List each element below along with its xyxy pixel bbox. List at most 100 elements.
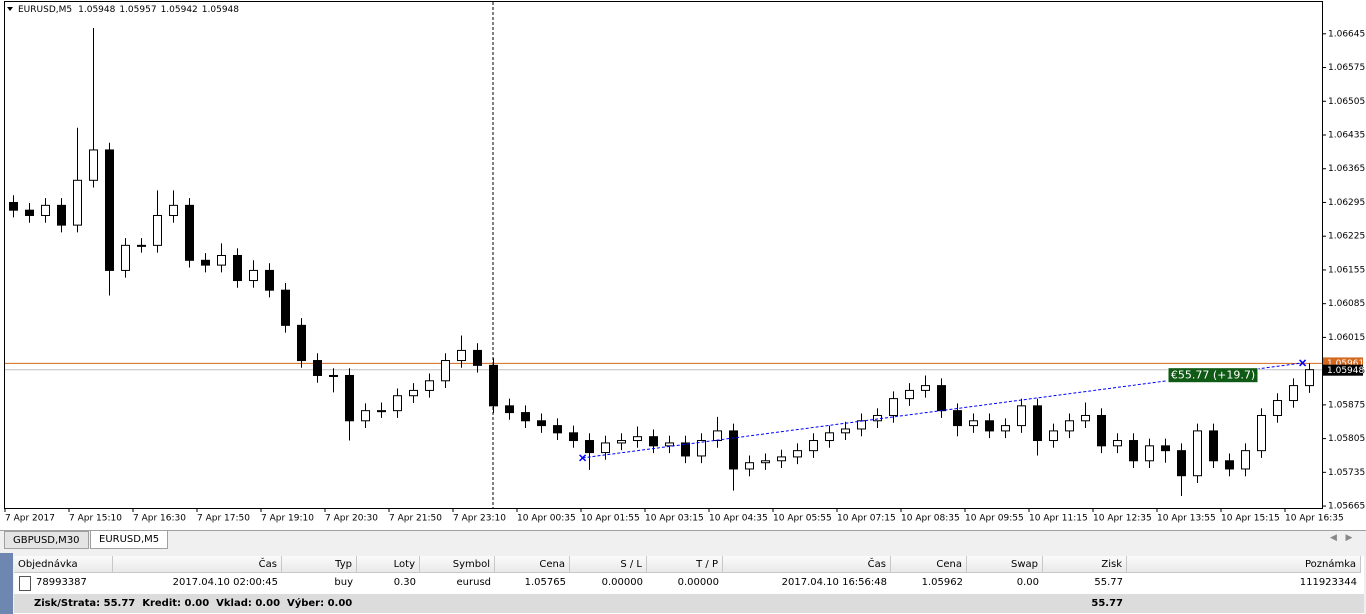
- candle-body: [281, 289, 290, 326]
- table-cell: 1.05765: [524, 577, 566, 588]
- tab-active[interactable]: EURUSD,M5: [90, 531, 169, 549]
- x-tick-label: 10 Apr 05:55: [773, 514, 832, 524]
- candle: [1097, 408, 1106, 454]
- y-tick-label: 1.06225: [1328, 232, 1365, 242]
- x-tick-label: 10 Apr 07:15: [837, 514, 896, 524]
- candle-body: [345, 374, 354, 422]
- x-tick-label: 10 Apr 12:35: [1093, 514, 1152, 524]
- candle-body: [1273, 400, 1282, 416]
- candle-body: [601, 442, 610, 454]
- candle: [681, 435, 690, 464]
- candle: [1161, 438, 1170, 463]
- candle-body: [1193, 430, 1202, 477]
- table-cell: 111923344: [1299, 577, 1357, 588]
- candle-body: [441, 360, 450, 382]
- candle: [121, 238, 130, 278]
- candle-body: [793, 450, 802, 458]
- candle: [41, 198, 50, 223]
- tab[interactable]: GBPUSD,M30: [4, 531, 89, 549]
- candle: [841, 421, 850, 441]
- x-tick-label: 7 Apr 16:30: [133, 514, 186, 524]
- candle-body: [585, 440, 594, 454]
- candle-body: [89, 149, 98, 181]
- candle: [1305, 363, 1314, 393]
- column-header[interactable]: Cena: [495, 556, 570, 573]
- column-header[interactable]: T / P: [647, 556, 723, 573]
- x-tick-label: 10 Apr 13:55: [1157, 514, 1216, 524]
- candle: [457, 335, 466, 368]
- candle: [425, 373, 434, 398]
- footer-total: 55.77: [1091, 598, 1123, 609]
- x-tick-label: 7 Apr 15:10: [69, 514, 122, 524]
- candle-body: [649, 436, 658, 447]
- y-tick-label: 1.06015: [1328, 333, 1365, 343]
- candle: [377, 402, 386, 418]
- candle: [969, 413, 978, 433]
- candle: [649, 429, 658, 454]
- candle-body: [1081, 414, 1090, 422]
- candle-body: [313, 360, 322, 376]
- candle: [1049, 423, 1058, 448]
- table-cell: eurusd: [456, 577, 492, 588]
- table-cell: 1.05962: [921, 577, 963, 588]
- tab-scroll[interactable]: ◀ ▶: [1330, 533, 1353, 543]
- candle: [185, 198, 194, 268]
- table-cell: 2017.04.10 02:00:45: [172, 577, 278, 588]
- x-tick-label: 10 Apr 00:35: [517, 514, 576, 524]
- table-cell: 55.77: [1094, 577, 1123, 588]
- table-cell: 0.00000: [677, 577, 719, 588]
- column-header[interactable]: Loty: [357, 556, 420, 573]
- order-icon: [19, 576, 31, 591]
- candle-body: [761, 460, 770, 464]
- column-header[interactable]: Cena: [891, 556, 967, 573]
- candle-body: [409, 389, 418, 397]
- candle-body: [953, 410, 962, 427]
- x-tick-label: 7 Apr 17:50: [197, 514, 250, 524]
- candle-body: [1241, 450, 1250, 470]
- candle-body: [825, 432, 834, 442]
- trade-open-marker: [579, 454, 587, 462]
- candle-body: [569, 432, 578, 442]
- candle: [505, 398, 514, 420]
- column-header[interactable]: Čas: [113, 556, 282, 573]
- candle-body: [969, 420, 978, 427]
- y-tick-label: 1.05665: [1328, 502, 1365, 512]
- candle: [73, 127, 82, 233]
- column-header[interactable]: Symbol: [420, 556, 495, 573]
- candle-body: [297, 324, 306, 362]
- chart-header: EURUSD,M5 1.05948 1.05957 1.05942 1.05948: [18, 5, 239, 15]
- column-header[interactable]: Zisk: [1043, 556, 1127, 573]
- column-header[interactable]: Objednávka: [14, 556, 113, 573]
- column-header[interactable]: Swap: [967, 556, 1043, 573]
- column-header[interactable]: Poznámka: [1127, 556, 1361, 573]
- column-header[interactable]: Typ: [282, 556, 357, 573]
- candle: [1257, 408, 1266, 458]
- symbol: EURUSD,M5: [18, 5, 72, 15]
- x-tick-label: 10 Apr 04:35: [709, 514, 768, 524]
- candle-body: [489, 364, 498, 407]
- candle-body: [185, 204, 194, 261]
- x-tick-label: 7 Apr 21:50: [389, 514, 442, 524]
- candle: [921, 375, 930, 398]
- candle: [1113, 433, 1122, 454]
- table-cell: 0.30: [393, 577, 416, 588]
- trade-close-marker: [1299, 359, 1307, 367]
- candle: [697, 433, 706, 464]
- candle: [1193, 423, 1202, 483]
- candle: [665, 435, 674, 454]
- candle: [201, 253, 210, 273]
- column-header[interactable]: Čas: [723, 556, 891, 573]
- candle: [9, 195, 18, 218]
- y-tick-label: 1.06155: [1328, 265, 1365, 275]
- candle: [1001, 418, 1010, 439]
- candle-body: [457, 349, 466, 362]
- candle-body: [905, 389, 914, 400]
- candle: [793, 443, 802, 465]
- column-header[interactable]: S / L: [570, 556, 647, 573]
- candle-body: [777, 456, 786, 462]
- candle: [1273, 393, 1282, 423]
- candle: [265, 263, 274, 298]
- candle: [1017, 398, 1026, 433]
- candle-body: [729, 430, 738, 470]
- candle: [329, 368, 338, 393]
